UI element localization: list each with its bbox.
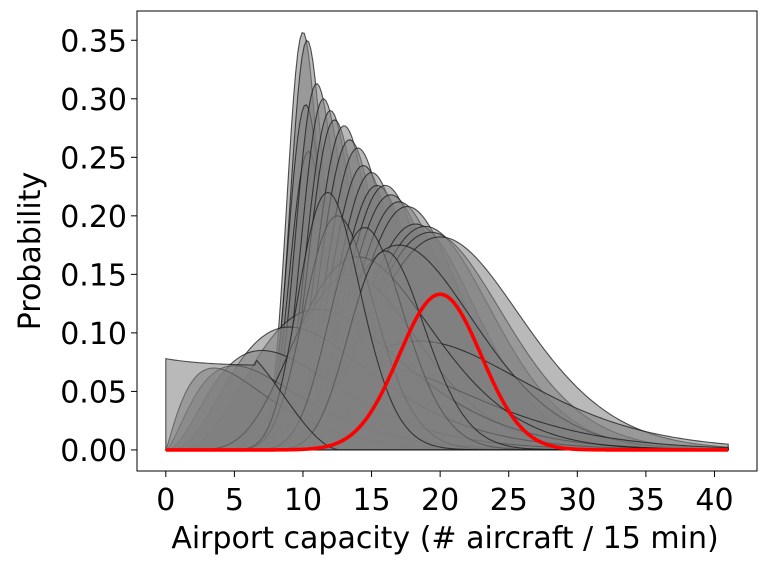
plot-frame [136,10,758,472]
x-tick-label: 5 [225,483,244,518]
x-tick-label: 35 [627,483,665,518]
y-tick-label: 0.15 [60,258,127,293]
series-layer [164,32,729,451]
x-axis-label: Airport capacity (# aircraft / 15 min) [171,521,718,556]
x-tick-label: 25 [490,483,528,518]
x-tick-label: 40 [695,483,733,518]
x-tick-label: 10 [284,483,322,518]
y-tick-label: 0.10 [60,317,127,352]
y-tick-label: 0.20 [60,200,127,235]
y-tick-label: 0.35 [60,24,127,59]
y-tick-label: 0.05 [60,375,127,410]
y-tick-label: 0.25 [60,141,127,176]
x-tick-label: 15 [352,483,390,518]
y-tick-label: 0.30 [60,83,127,118]
x-tick-label: 0 [156,483,175,518]
y-tick-label: 0.00 [60,434,127,469]
red-density-curve [165,292,729,452]
y-axis-label: Probability [13,172,48,331]
x-tick-label: 30 [558,483,596,518]
x-tick-label: 20 [421,483,459,518]
highlight-layer [165,292,729,452]
y-axis: 0.00 0.05 0.10 0.15 0.20 0.25 0.30 0.35 [60,24,137,469]
x-axis: 0 5 10 15 20 25 30 35 40 [156,471,734,518]
